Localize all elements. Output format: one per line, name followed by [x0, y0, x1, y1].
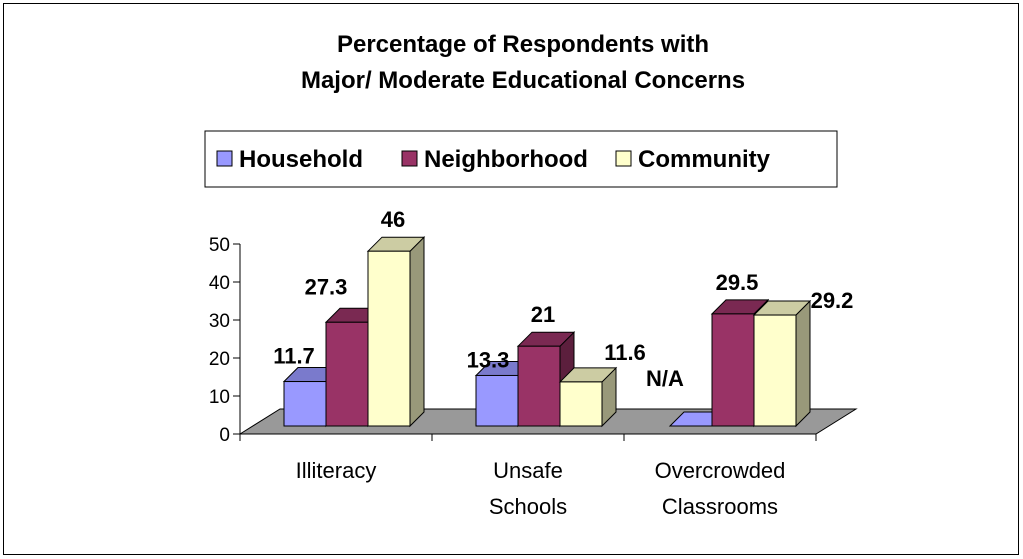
legend: Household Neighborhood Community — [204, 130, 838, 188]
x-category-label: Unsafe — [493, 458, 563, 483]
x-category-label: Schools — [489, 494, 567, 519]
y-tick-label: 20 — [209, 349, 230, 370]
bar — [517, 345, 561, 427]
bar-side — [409, 235, 425, 428]
legend-swatch — [216, 150, 233, 167]
data-label: 13.3 — [467, 347, 510, 372]
x-category-label: Classrooms — [662, 494, 778, 519]
legend-label: Household — [239, 146, 363, 173]
chart-svg: Percentage of Respondents with Major/ Mod… — [204, 31, 858, 519]
legend-box — [204, 130, 838, 188]
chart-frame: Percentage of Respondents with Major/ Mod… — [3, 3, 1019, 555]
legend-label: Community — [638, 146, 771, 173]
bar — [325, 321, 369, 427]
bar — [559, 381, 603, 427]
chart-title-line: Major/ Moderate Educational Concerns — [301, 67, 745, 94]
bar — [367, 250, 411, 427]
data-label: 21 — [531, 302, 555, 327]
data-label: 46 — [381, 207, 405, 232]
data-label: 29.2 — [811, 288, 854, 313]
x-category-label: Illiteracy — [296, 458, 377, 483]
y-tick-label: 0 — [219, 425, 230, 446]
bar — [283, 381, 327, 427]
bar — [475, 374, 519, 427]
chart-title: Percentage of Respondents with Major/ Mod… — [301, 31, 745, 94]
bar — [711, 313, 755, 427]
data-label: 29.5 — [716, 270, 759, 295]
chart-title-line: Percentage of Respondents with — [337, 31, 709, 58]
plot-area: 0 10 20 30 40 50 Illiteracy Unsafe Schools Overcr… — [209, 207, 858, 519]
legend-swatch — [615, 150, 632, 167]
y-tick-label: 10 — [209, 387, 230, 408]
legend-swatch — [401, 150, 418, 167]
bar — [753, 314, 797, 427]
y-tick-label: 50 — [209, 235, 230, 256]
y-tick-label: 40 — [209, 273, 230, 294]
legend-label: Neighborhood — [424, 146, 588, 173]
data-label: 27.3 — [305, 274, 348, 299]
bar-side — [795, 299, 811, 428]
y-tick-label: 30 — [209, 311, 230, 332]
data-label: 11.7 — [273, 344, 315, 369]
data-label: 11.6 — [604, 340, 646, 365]
data-label: N/A — [646, 366, 684, 391]
x-category-label: Overcrowded — [655, 458, 786, 483]
